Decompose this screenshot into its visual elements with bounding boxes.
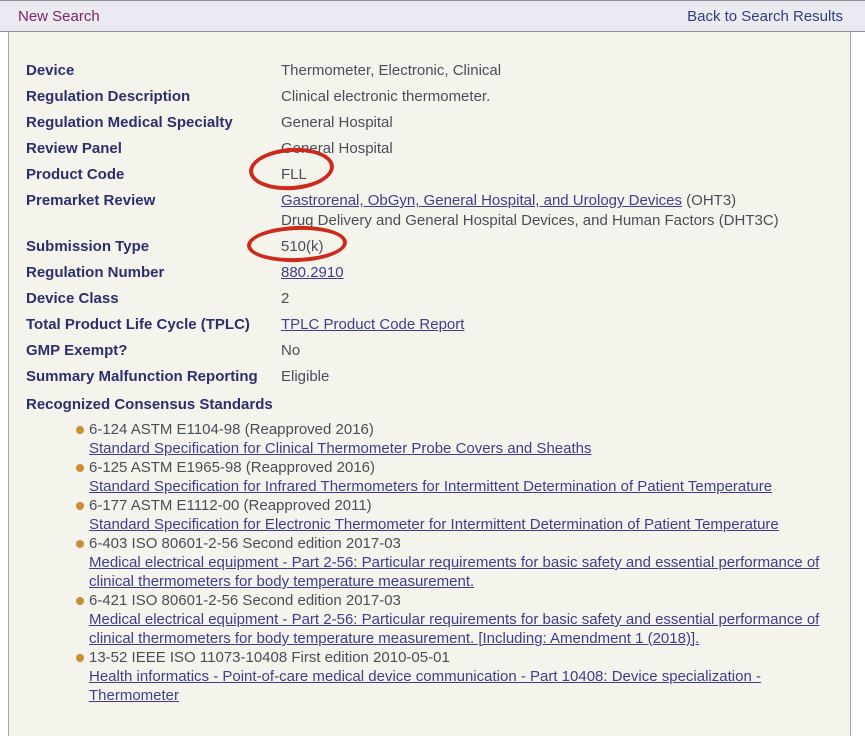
- table-row-summary-malfunction-reporting: Summary Malfunction Reporting Eligible: [26, 364, 779, 390]
- standard-title-link[interactable]: Standard Specification for Infrared Ther…: [89, 478, 773, 495]
- standard-code: 6-403 ISO 80601-2-56 Second edition 2017…: [76, 534, 842, 553]
- table-row-device-class: Device Class 2: [26, 286, 779, 312]
- tplc-product-code-report-link[interactable]: TPLC Product Code Report: [281, 316, 465, 333]
- standard-code: 6-177 ASTM E1112-00 (Reapproved 2011): [76, 496, 842, 515]
- standard-code: 13-52 IEEE ISO 11073-10408 First edition…: [76, 648, 842, 667]
- bullet-icon: [76, 597, 84, 605]
- table-row-product-code: Product Code FLL: [26, 162, 779, 188]
- list-item: 6-403 ISO 80601-2-56 Second edition 2017…: [26, 534, 842, 591]
- field-value-summary-malfunction-reporting: Eligible: [281, 368, 330, 385]
- field-value-submission-type: 510(k): [281, 238, 324, 255]
- field-label-device-class: Device Class: [26, 290, 119, 307]
- device-fields-table: Device Thermometer, Electronic, Clinical…: [26, 58, 779, 390]
- bullet-icon: [76, 540, 84, 548]
- list-item: 6-125 ASTM E1965-98 (Reapproved 2016) St…: [26, 458, 842, 496]
- recognized-consensus-standards-title: Recognized Consensus Standards: [26, 396, 273, 413]
- standard-title-link[interactable]: Health informatics - Point-of-care medic…: [89, 668, 761, 704]
- table-row-gmp-exempt: GMP Exempt? No: [26, 338, 779, 364]
- table-row-regulation-number: Regulation Number 880.2910: [26, 260, 779, 286]
- field-label-regulation-medical-specialty: Regulation Medical Specialty: [26, 114, 233, 131]
- standard-code: 6-124 ASTM E1104-98 (Reapproved 2016): [76, 420, 842, 439]
- bullet-icon: [76, 426, 84, 434]
- table-row-review-panel: Review Panel General Hospital: [26, 136, 779, 162]
- standard-title-link[interactable]: Medical electrical equipment - Part 2-56…: [89, 554, 820, 590]
- field-value-product-code: FLL: [281, 166, 307, 183]
- table-row-tplc: Total Product Life Cycle (TPLC) TPLC Pro…: [26, 312, 779, 338]
- standard-code: 6-125 ASTM E1965-98 (Reapproved 2016): [76, 458, 842, 477]
- premarket-review-division: Drug Delivery and General Hospital Devic…: [281, 212, 779, 229]
- field-label-product-code: Product Code: [26, 166, 125, 183]
- top-navigation-bar: New Search Back to Search Results: [0, 0, 865, 32]
- regulation-number-link[interactable]: 880.2910: [281, 264, 344, 281]
- bullet-icon: [76, 654, 84, 662]
- field-label-device: Device: [26, 62, 75, 79]
- table-row-device: Device Thermometer, Electronic, Clinical: [26, 58, 779, 84]
- list-item: 6-421 ISO 80601-2-56 Second edition 2017…: [26, 591, 842, 648]
- table-row-submission-type: Submission Type 510(k): [26, 234, 779, 260]
- back-to-search-results-link[interactable]: Back to Search Results: [687, 7, 843, 25]
- field-value-gmp-exempt: No: [281, 342, 301, 359]
- new-search-link[interactable]: New Search: [18, 7, 100, 25]
- standard-title-link[interactable]: Standard Specification for Clinical Ther…: [89, 440, 592, 457]
- table-row-regulation-medical-specialty: Regulation Medical Specialty General Hos…: [26, 110, 779, 136]
- field-label-premarket-review: Premarket Review: [26, 192, 156, 209]
- field-label-submission-type: Submission Type: [26, 238, 150, 255]
- field-label-tplc: Total Product Life Cycle (TPLC): [26, 316, 250, 333]
- field-label-regulation-number: Regulation Number: [26, 264, 165, 281]
- field-value-device-class: 2: [281, 290, 290, 307]
- table-row-regulation-description: Regulation Description Clinical electron…: [26, 84, 779, 110]
- field-value-regulation-description: Clinical electronic thermometer.: [281, 88, 491, 105]
- device-detail-panel: Device Thermometer, Electronic, Clinical…: [8, 32, 851, 736]
- field-label-regulation-description: Regulation Description: [26, 88, 191, 105]
- field-value-device: Thermometer, Electronic, Clinical: [281, 62, 502, 79]
- field-value-review-panel: General Hospital: [281, 140, 393, 157]
- standard-title-link[interactable]: Standard Specification for Electronic Th…: [89, 516, 779, 533]
- premarket-review-office-link[interactable]: Gastrorenal, ObGyn, General Hospital, an…: [281, 192, 683, 209]
- field-value-regulation-medical-specialty: General Hospital: [281, 114, 393, 131]
- bullet-icon: [76, 464, 84, 472]
- bullet-icon: [76, 502, 84, 510]
- standard-code: 6-421 ISO 80601-2-56 Second edition 2017…: [76, 591, 842, 610]
- list-item: 13-52 IEEE ISO 11073-10408 First edition…: [26, 648, 842, 705]
- field-label-review-panel: Review Panel: [26, 140, 122, 157]
- standards-list: 6-124 ASTM E1104-98 (Reapproved 2016) St…: [26, 420, 842, 705]
- premarket-review-office-code: (OHT3): [682, 192, 737, 209]
- standard-title-link[interactable]: Medical electrical equipment - Part 2-56…: [89, 611, 820, 647]
- field-label-gmp-exempt: GMP Exempt?: [26, 342, 128, 359]
- list-item: 6-124 ASTM E1104-98 (Reapproved 2016) St…: [26, 420, 842, 458]
- list-item: 6-177 ASTM E1112-00 (Reapproved 2011) St…: [26, 496, 842, 534]
- field-label-summary-malfunction-reporting: Summary Malfunction Reporting: [26, 368, 258, 385]
- table-row-premarket-review: Premarket Review Gastrorenal, ObGyn, Gen…: [26, 188, 779, 234]
- field-value-premarket-review: Gastrorenal, ObGyn, General Hospital, an…: [281, 188, 779, 234]
